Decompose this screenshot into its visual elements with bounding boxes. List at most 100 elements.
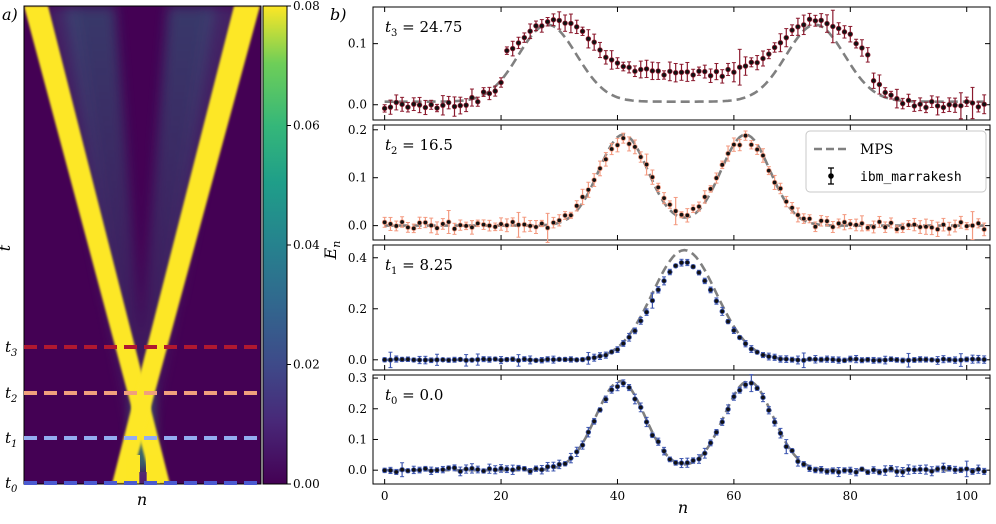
data-point (760, 55, 766, 62)
data-point (451, 226, 458, 232)
data-point (789, 27, 795, 33)
data-point (742, 132, 749, 139)
data-point (795, 357, 801, 363)
data-point (713, 298, 720, 304)
heatmap-panel: a) t (0, 5, 262, 509)
data-point (707, 186, 714, 192)
profiles-ylabel: En (321, 241, 343, 261)
data-point (643, 419, 650, 425)
data-point (958, 357, 964, 363)
data-point (498, 221, 504, 227)
data-point (544, 19, 551, 25)
data-point (969, 468, 976, 475)
data-point (975, 220, 982, 227)
data-point (475, 466, 481, 473)
data-point (713, 429, 720, 435)
data-point (713, 68, 720, 75)
data-point (731, 327, 737, 334)
data-point (923, 466, 929, 473)
data-point (777, 356, 784, 362)
data-point (789, 205, 795, 211)
data-point (853, 40, 859, 47)
data-point (614, 60, 621, 66)
colorbar-tick-label: 0.08 (293, 0, 320, 13)
data-point (655, 184, 661, 191)
data-point (696, 456, 702, 462)
data-point (742, 63, 749, 69)
data-point (457, 102, 464, 109)
data-point (771, 419, 778, 425)
colorbar-tick-label: 0.06 (293, 119, 320, 133)
data-point (923, 356, 929, 363)
data-point (422, 104, 429, 111)
data-point (853, 222, 859, 228)
data-point (416, 220, 423, 226)
data-point (422, 219, 429, 226)
x-tick-label: 100 (955, 489, 978, 503)
data-point (579, 442, 586, 448)
data-point (486, 90, 493, 97)
data-point (690, 457, 696, 464)
data-point (638, 66, 644, 73)
legend-device-label: ibm_marrakesh (860, 170, 962, 185)
data-point (737, 64, 743, 70)
data-point (952, 357, 958, 363)
data-point (888, 356, 894, 362)
heatmap-xlabel: n (137, 490, 147, 509)
data-point (940, 356, 947, 362)
data-point (463, 223, 469, 229)
data-point (632, 68, 638, 74)
profile-panels: 0.0 0.1 t3 = 24.75 0.0 0.1 0.2 t2 = 16.5 0.0 0.2… (348, 6, 991, 485)
data-point (847, 31, 854, 37)
panel-time-label: t2 = 16.5 (385, 136, 453, 157)
heatmap-frame (23, 5, 262, 485)
data-point (550, 17, 557, 23)
profile-panel: 0.0 0.2 0.4 t1 = 8.25 (348, 244, 991, 371)
data-point (958, 219, 964, 226)
data-point (737, 387, 743, 393)
data-point (760, 352, 766, 358)
data-point (469, 465, 475, 472)
data-point (608, 349, 615, 355)
data-point (783, 34, 789, 41)
data-point (515, 465, 522, 471)
data-point (504, 356, 510, 363)
data-point (591, 177, 597, 183)
data-point (847, 467, 854, 474)
data-point (684, 212, 691, 219)
x-tick-label: 40 (610, 489, 625, 503)
data-point (626, 64, 632, 71)
y-tick-label: 0.2 (348, 402, 367, 416)
data-point (591, 354, 597, 361)
data-point (824, 20, 830, 27)
data-point (917, 101, 923, 107)
panel-time-label: t0 = 0.0 (385, 386, 443, 407)
data-point (434, 105, 440, 111)
data-point (876, 357, 883, 364)
data-point (737, 142, 743, 148)
data-point (434, 467, 440, 473)
data-point (882, 224, 888, 230)
data-point (509, 45, 516, 52)
data-point (556, 17, 562, 24)
data-point (853, 356, 859, 362)
x-tick-label: 0 (381, 489, 389, 503)
data-point (393, 223, 399, 229)
profiles-xlabel: n (678, 498, 688, 517)
data-point (533, 23, 539, 29)
data-point (387, 467, 394, 474)
data-point (626, 384, 632, 391)
data-point (399, 219, 405, 225)
time-marker-labels: t3 t2 t1 t0 (5, 338, 18, 495)
data-point (381, 105, 388, 112)
data-point (702, 194, 708, 200)
colorbar-tick-label: 0.04 (293, 238, 320, 252)
data-point (975, 356, 982, 362)
data-point (777, 430, 784, 436)
data-point (556, 217, 562, 224)
data-point (515, 222, 522, 228)
data-point (859, 466, 865, 472)
data-point (428, 468, 434, 474)
colorbar: 0.00 0.02 0.04 0.06 0.08 (262, 0, 320, 491)
data-point (812, 356, 819, 362)
